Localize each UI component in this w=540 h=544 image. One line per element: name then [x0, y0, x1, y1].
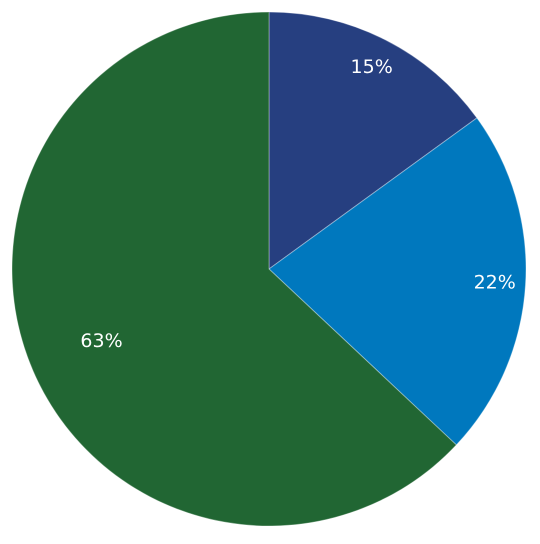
- pie-slice: [268, 117, 527, 446]
- pie-slice: [11, 11, 458, 527]
- data-label: 63%: [80, 330, 122, 352]
- pie-slice: [268, 11, 478, 270]
- data-label: 22%: [474, 272, 516, 294]
- data-label: 15%: [351, 56, 393, 78]
